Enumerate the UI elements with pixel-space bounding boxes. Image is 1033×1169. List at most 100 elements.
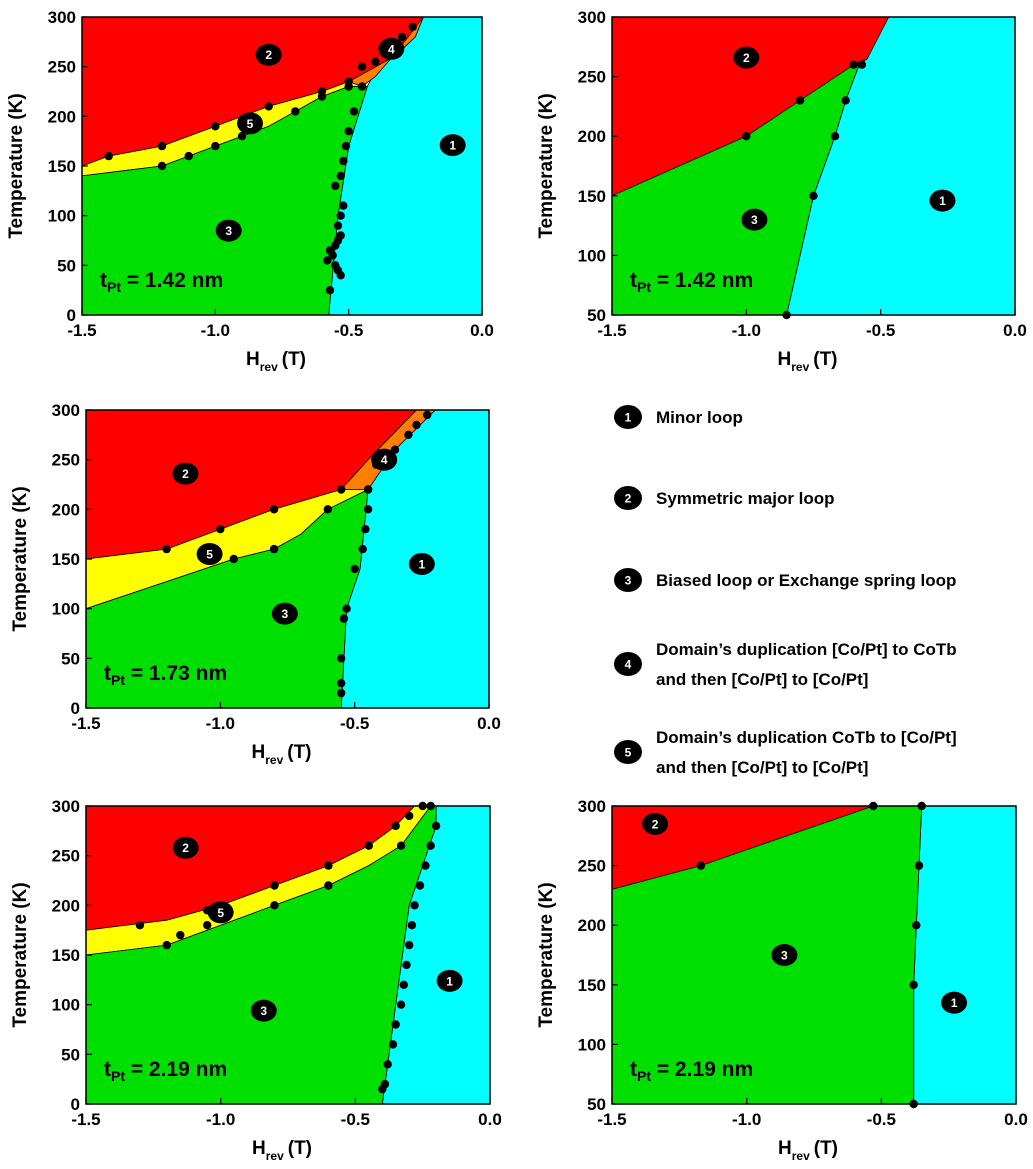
y-tick-label: 100	[578, 246, 606, 265]
data-point	[184, 151, 193, 161]
chart-panel-3: -1.5 -1.0 -0.5 0.0 0 50 100 150 200 250 300 Hrev (T)…	[10, 401, 501, 767]
data-point	[742, 132, 751, 141]
legend-badge	[614, 568, 642, 592]
svg-text:3: 3	[281, 607, 288, 621]
thickness-annotation: tPt = 1.42 nm	[630, 269, 753, 295]
data-point	[909, 980, 918, 989]
data-point	[830, 132, 840, 141]
data-point	[357, 62, 367, 71]
region-badge-4: 4	[378, 37, 405, 60]
legend-label: and then [Co/Pt] to [Co/Pt]	[656, 670, 868, 689]
data-point	[336, 211, 345, 220]
x-tick-label: -1.5	[597, 1110, 626, 1129]
data-point	[135, 921, 145, 930]
svg-text:1: 1	[951, 996, 958, 1010]
svg-text:2: 2	[652, 817, 659, 831]
data-point	[371, 57, 380, 66]
region-badge-2: 2	[172, 836, 199, 859]
legend-badge	[614, 405, 642, 429]
data-point	[402, 960, 411, 970]
y-tick-label: 100	[578, 1035, 606, 1054]
y-axis-label: Temperature (K)	[536, 93, 557, 238]
region-badge-1: 1	[929, 189, 956, 212]
y-tick-label: 150	[578, 187, 606, 206]
x-tick-label: -1.5	[71, 714, 100, 733]
region-badge-2: 2	[733, 46, 760, 69]
thickness-annotation: tPt = 2.19 nm	[104, 1058, 227, 1084]
legend: 1 Minor loop 2 Symmetric major loop 3 Biased …	[614, 405, 957, 777]
thickness-annotation: tPt = 1.42 nm	[100, 269, 223, 295]
x-tick-label: -0.5	[341, 1110, 370, 1129]
y-tick-label: 250	[48, 58, 76, 77]
y-tick-label: 200	[578, 916, 606, 935]
svg-text:1: 1	[418, 557, 425, 571]
data-point	[229, 554, 238, 564]
svg-text:3: 3	[751, 213, 758, 227]
plot-frame	[611, 805, 1017, 1105]
x-tick-label: -1.0	[206, 714, 235, 733]
x-tick-label: 0.0	[478, 1110, 502, 1129]
y-tick-label: 250	[52, 451, 80, 470]
y-tick-label: 50	[57, 256, 76, 275]
data-point	[317, 92, 327, 101]
x-tick-label: -0.5	[866, 321, 895, 340]
data-points	[162, 410, 432, 698]
data-point	[696, 861, 706, 870]
x-tick-label: -1.0	[206, 1110, 235, 1129]
data-point	[157, 141, 167, 151]
svg-text:5: 5	[206, 548, 213, 562]
data-point	[216, 525, 225, 534]
data-point	[269, 505, 279, 514]
data-point	[914, 861, 924, 870]
plot-frame	[611, 16, 1016, 316]
svg-text:1: 1	[446, 974, 453, 988]
svg-text:4: 4	[625, 658, 632, 672]
data-point	[324, 881, 333, 890]
y-tick-label: 300	[578, 8, 606, 27]
region-badge-2: 2	[642, 812, 669, 835]
data-point	[361, 525, 370, 534]
svg-text:2: 2	[182, 467, 189, 481]
y-tick-label: 200	[48, 107, 76, 126]
data-point	[337, 679, 346, 688]
data-point	[339, 614, 349, 623]
data-point	[404, 430, 413, 439]
data-point	[325, 286, 335, 295]
chart-panel-2: -1.5 -1.0 -0.5 0.0 50 100 150 200 250 300 Hrev (T) T…	[536, 8, 1027, 374]
regions	[86, 806, 490, 1104]
region-badge-3: 3	[271, 602, 298, 625]
data-point	[323, 256, 332, 265]
y-tick-label: 250	[578, 857, 606, 876]
data-point	[407, 921, 417, 930]
x-tick-label: 0.0	[470, 321, 494, 340]
data-point	[397, 32, 407, 42]
svg-text:4: 4	[388, 42, 395, 56]
y-tick-label: 300	[48, 8, 76, 27]
data-point	[162, 940, 171, 950]
data-point	[426, 841, 435, 850]
data-point	[336, 171, 345, 181]
data-point	[841, 96, 850, 105]
data-point	[291, 107, 300, 116]
x-tick-label: -1.0	[732, 1110, 761, 1129]
y-tick-label: 150	[52, 946, 80, 965]
data-point	[176, 930, 185, 940]
x-axis-label: Hrev (T)	[251, 742, 311, 767]
legend-item-5: 5 Domain’s duplication CoTb to [Co/Pt] and…	[614, 728, 957, 777]
data-point	[333, 221, 343, 230]
data-point	[341, 141, 351, 151]
regions	[612, 806, 1016, 1104]
data-point	[421, 861, 430, 870]
x-tick-label: 0.0	[1003, 321, 1027, 340]
y-tick-label: 200	[52, 896, 80, 915]
data-point	[270, 901, 279, 910]
legend-label: Minor loop	[656, 408, 743, 427]
y-tick-label: 50	[587, 306, 606, 325]
y-axis-label: Temperature (K)	[10, 882, 31, 1027]
x-tick-label: 0.0	[477, 714, 501, 733]
data-point	[336, 271, 345, 280]
data-point	[388, 1040, 398, 1049]
legend-badge	[614, 486, 642, 510]
data-point	[339, 201, 348, 210]
